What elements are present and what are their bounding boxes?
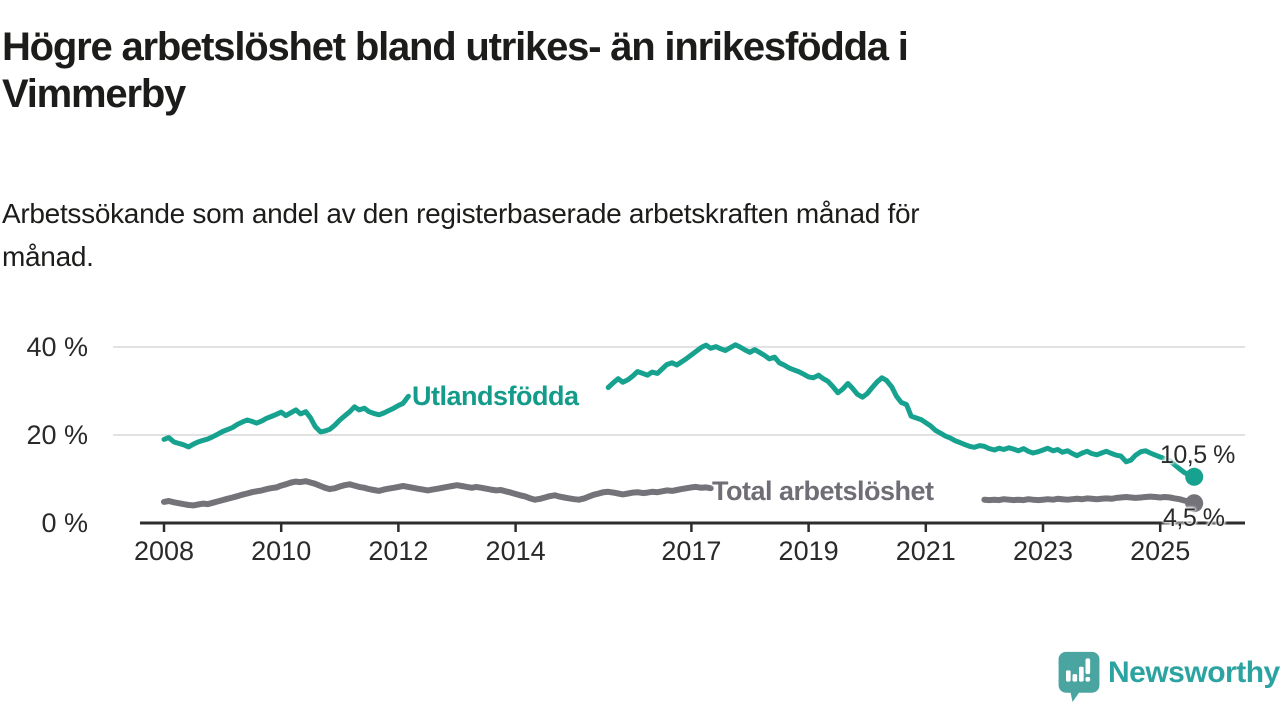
- y-axis-tick-label: 20 %: [26, 420, 88, 450]
- end-value-label-total: 4,5 %: [1163, 504, 1225, 532]
- subtitle-line-1: Arbetssökande som andel av den registerb…: [2, 198, 920, 229]
- x-axis-tick-label: 2021: [896, 536, 956, 566]
- chart-line-total-arbetsloshet: [981, 493, 1198, 507]
- title-line-1: Högre arbetslöshet bland utrikes- än inr…: [2, 25, 909, 69]
- chart-subtitle: Arbetssökande som andel av den registerb…: [2, 192, 1182, 278]
- x-axis-tick-label: 2017: [661, 536, 721, 566]
- x-axis-tick-label: 2010: [251, 536, 311, 566]
- newsworthy-logo: Newsworthy: [1056, 650, 1280, 702]
- end-dot-total-arbetsloshet: [1185, 494, 1204, 513]
- x-axis-tick-label: 2023: [1013, 536, 1073, 566]
- chart-line-utlandsfodda: [161, 393, 411, 450]
- x-axis-tick-label: 2025: [1130, 536, 1190, 566]
- chart-line-utlandsfodda: [605, 342, 1197, 480]
- newsworthy-logo-icon: [1058, 651, 1100, 702]
- subtitle-line-2: månad.: [2, 241, 94, 272]
- end-value-label-utlandsfodda: 10,5 %: [1160, 441, 1235, 469]
- newsworthy-logo-text: Newsworthy: [1108, 656, 1280, 689]
- series-label-utlandsfodda: Utlandsfödda: [412, 381, 579, 411]
- title-line-2: Vimmerby: [2, 72, 186, 116]
- series-label-total-arbetsloshet: Total arbetslöshet: [712, 476, 934, 506]
- end-dot-utlandsfodda: [1185, 467, 1204, 486]
- x-axis-tick-label: 2014: [486, 536, 546, 566]
- y-axis-tick-label: 40 %: [26, 332, 88, 362]
- y-axis-tick-label: 0 %: [41, 508, 88, 538]
- x-axis-tick-label: 2012: [368, 536, 428, 566]
- chart-line-total-arbetsloshet: [161, 478, 714, 509]
- x-axis-tick-label: 2019: [779, 536, 839, 566]
- page-title: Högre arbetslöshet bland utrikes- än inr…: [2, 24, 1162, 118]
- x-axis-tick-label: 2008: [134, 536, 194, 566]
